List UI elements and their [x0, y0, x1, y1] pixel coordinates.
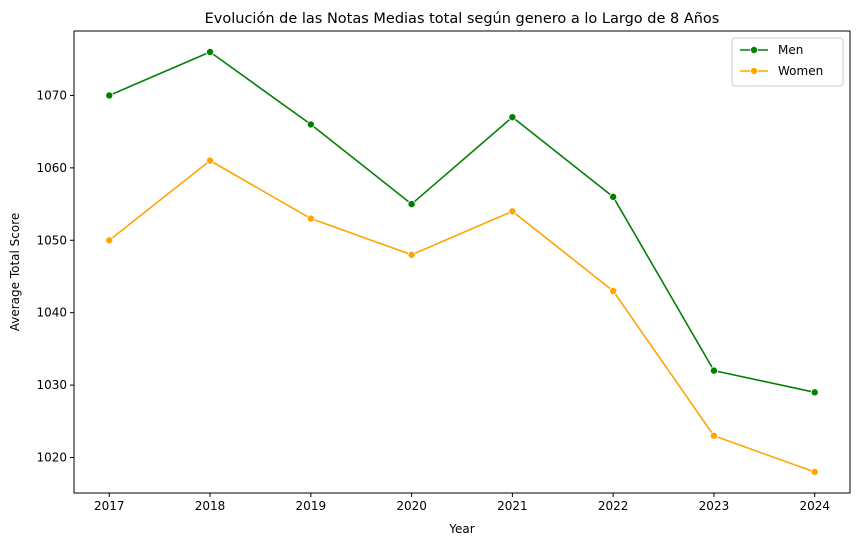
data-point-men: [810, 388, 819, 397]
legend: Men Women: [731, 37, 844, 87]
x-tick-label: 2024: [799, 499, 830, 513]
data-point-men: [709, 366, 718, 375]
y-axis-label: Average Total Score: [8, 213, 22, 332]
plot-frame: [73, 30, 851, 494]
data-point-women: [810, 467, 819, 476]
data-point-men: [105, 91, 114, 100]
plot-area: 2017 2018 2019 2020 2021 2022 2023 2024 1020 1030…: [36, 30, 851, 513]
legend-marker-men: [750, 46, 759, 55]
x-tick-label: 2020: [396, 499, 427, 513]
x-tick-label: 2018: [195, 499, 226, 513]
data-point-men: [407, 200, 416, 209]
data-point-men: [306, 120, 315, 129]
x-tick-label: 2023: [699, 499, 730, 513]
y-tick-label: 1060: [36, 161, 67, 175]
y-tick-label: 1030: [36, 378, 67, 392]
data-point-women: [206, 156, 215, 165]
y-tick-label: 1020: [36, 451, 67, 465]
x-tick-label: 2017: [94, 499, 125, 513]
x-tick-label: 2022: [598, 499, 629, 513]
x-tick-label: 2019: [296, 499, 327, 513]
legend-marker-women: [750, 67, 759, 76]
data-point-women: [609, 286, 618, 295]
data-point-men: [206, 48, 215, 57]
data-point-women: [407, 250, 416, 259]
x-tick-label: 2021: [497, 499, 528, 513]
legend-label-women: Women: [778, 64, 823, 78]
y-tick-label: 1040: [36, 306, 67, 320]
y-tick-label: 1050: [36, 233, 67, 247]
data-point-women: [306, 214, 315, 223]
y-tick-label: 1070: [36, 88, 67, 102]
data-point-women: [709, 431, 718, 440]
series-line-men: [108, 51, 815, 394]
data-point-women: [105, 236, 114, 245]
data-point-men: [609, 192, 618, 201]
series-line-women: [108, 159, 816, 473]
x-axis-label: Year: [448, 522, 474, 536]
chart-title: Evolución de las Notas Medias total segú…: [205, 11, 720, 27]
data-point-men: [508, 113, 517, 122]
legend-label-men: Men: [778, 43, 803, 57]
data-point-women: [508, 207, 517, 216]
